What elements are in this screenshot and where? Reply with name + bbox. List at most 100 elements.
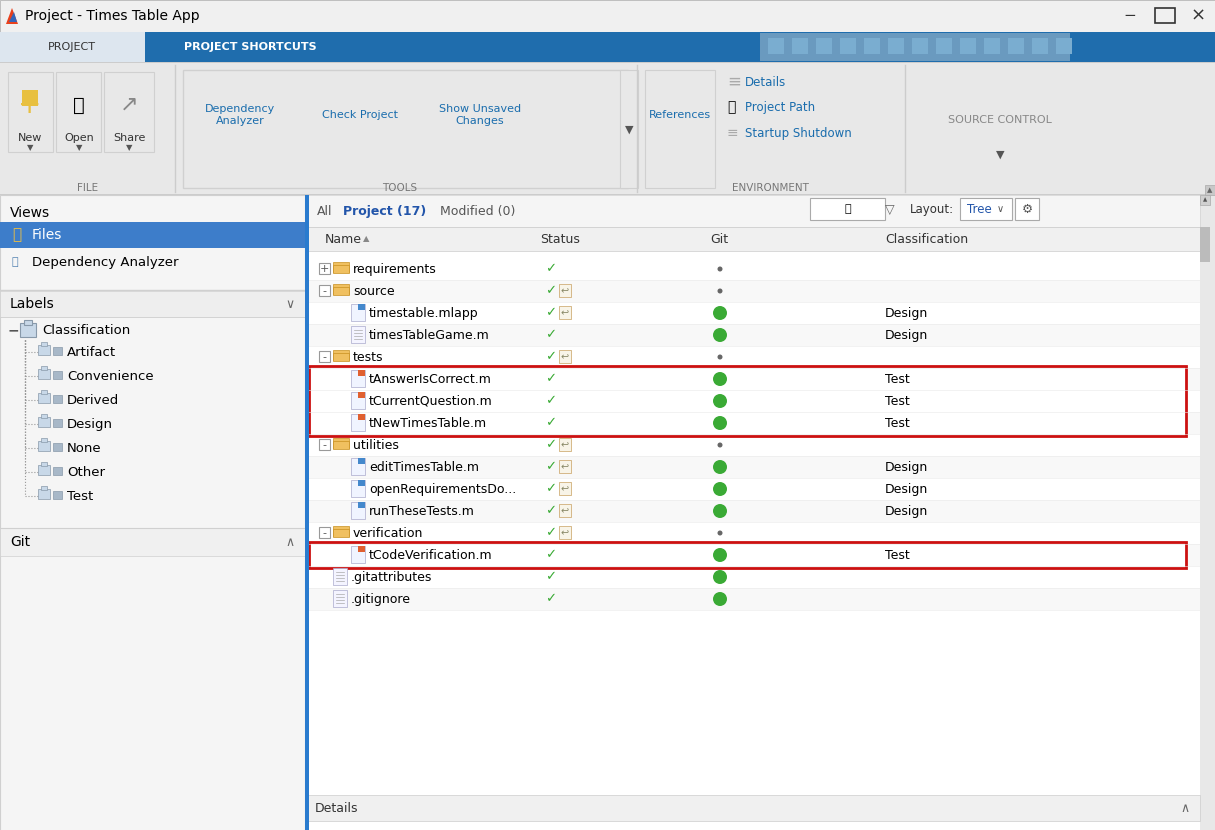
Bar — [358, 546, 364, 552]
Text: ▲: ▲ — [1208, 187, 1213, 193]
Bar — [53, 467, 62, 475]
Text: ▼: ▼ — [125, 144, 132, 153]
Bar — [358, 458, 364, 464]
Text: References: References — [649, 110, 711, 120]
Text: ↩: ↩ — [561, 484, 569, 494]
Text: ↗: ↗ — [120, 95, 139, 115]
Text: Design: Design — [885, 461, 928, 473]
Bar — [936, 38, 953, 54]
Text: ✓: ✓ — [546, 526, 556, 540]
Circle shape — [718, 530, 723, 535]
Bar — [1200, 195, 1210, 205]
Bar — [0, 291, 305, 317]
Bar — [351, 326, 364, 343]
Bar — [320, 351, 330, 362]
Circle shape — [713, 460, 727, 474]
Circle shape — [713, 372, 727, 386]
Text: FILE: FILE — [78, 183, 98, 193]
Bar — [1200, 227, 1210, 795]
Text: Open: Open — [64, 133, 94, 143]
Text: Name: Name — [324, 232, 362, 246]
Bar — [104, 72, 154, 152]
Bar — [768, 38, 784, 54]
Text: ✓: ✓ — [546, 285, 556, 297]
Text: utilities: utilities — [354, 438, 399, 452]
Text: Test: Test — [67, 490, 94, 502]
Bar — [305, 195, 1200, 830]
Bar — [56, 72, 101, 152]
Text: Design: Design — [67, 417, 113, 431]
Bar — [38, 489, 50, 499]
Text: .gitattributes: .gitattributes — [351, 570, 433, 583]
Bar — [22, 90, 38, 106]
Text: -: - — [322, 352, 327, 362]
Circle shape — [713, 504, 727, 518]
Bar — [960, 38, 976, 54]
Bar — [333, 438, 349, 448]
Text: 📁: 📁 — [727, 100, 735, 114]
Text: .gitignore: .gitignore — [351, 593, 411, 606]
Text: 📁: 📁 — [12, 227, 21, 242]
Text: Design: Design — [885, 306, 928, 320]
Bar — [358, 480, 364, 486]
Circle shape — [718, 266, 723, 271]
Bar — [333, 529, 349, 537]
Circle shape — [718, 442, 723, 447]
Text: Project (17): Project (17) — [343, 204, 426, 217]
Bar — [0, 195, 305, 830]
Text: tNewTimesTable.m: tNewTimesTable.m — [369, 417, 487, 429]
Bar — [351, 304, 364, 321]
Bar — [320, 263, 330, 274]
Bar — [645, 70, 714, 188]
Text: ▼: ▼ — [996, 150, 1005, 160]
Text: SOURCE CONTROL: SOURCE CONTROL — [948, 115, 1052, 125]
Text: Labels: Labels — [10, 297, 55, 311]
Text: Layout:: Layout: — [910, 203, 954, 216]
Bar — [333, 353, 349, 361]
Bar — [351, 480, 364, 497]
Text: Dependency
Analyzer: Dependency Analyzer — [205, 105, 275, 126]
Bar — [305, 302, 1200, 324]
Text: editTimesTable.m: editTimesTable.m — [369, 461, 479, 473]
Bar — [41, 438, 47, 442]
Circle shape — [713, 482, 727, 496]
Bar — [0, 195, 1215, 830]
Text: 📂: 📂 — [73, 95, 85, 115]
Bar — [333, 287, 349, 295]
Text: ⚙: ⚙ — [1022, 203, 1033, 216]
Circle shape — [713, 328, 727, 342]
Bar — [1008, 38, 1024, 54]
Text: ✓: ✓ — [546, 417, 556, 429]
Text: Test: Test — [885, 417, 910, 429]
Text: Other: Other — [67, 466, 104, 479]
Text: ✓: ✓ — [546, 262, 556, 276]
Bar — [810, 198, 885, 220]
Bar — [38, 393, 50, 403]
Text: ✓: ✓ — [546, 350, 556, 364]
Text: PROJECT: PROJECT — [49, 42, 96, 52]
Bar — [305, 227, 1200, 251]
Bar — [0, 222, 305, 248]
Text: ✓: ✓ — [546, 461, 556, 473]
Text: openRequirementsDo...: openRequirementsDo... — [369, 482, 516, 496]
Text: ↩: ↩ — [561, 352, 569, 362]
Text: Tree: Tree — [967, 203, 991, 216]
Circle shape — [713, 570, 727, 584]
Circle shape — [713, 306, 727, 320]
Bar — [840, 38, 857, 54]
Circle shape — [713, 394, 727, 408]
Bar — [41, 414, 47, 418]
Text: ✓: ✓ — [546, 438, 556, 452]
Text: Check Project: Check Project — [322, 110, 399, 120]
Bar — [0, 62, 1215, 195]
Text: ▲: ▲ — [1203, 198, 1208, 203]
Text: -: - — [322, 440, 327, 450]
Bar — [305, 280, 1200, 302]
Text: ↩: ↩ — [561, 462, 569, 472]
Bar — [320, 527, 330, 538]
Text: ∧: ∧ — [1181, 802, 1189, 814]
Bar — [864, 38, 880, 54]
Text: ×: × — [1191, 7, 1205, 25]
Bar — [351, 502, 364, 519]
Text: PROJECT SHORTCUTS: PROJECT SHORTCUTS — [183, 42, 316, 52]
